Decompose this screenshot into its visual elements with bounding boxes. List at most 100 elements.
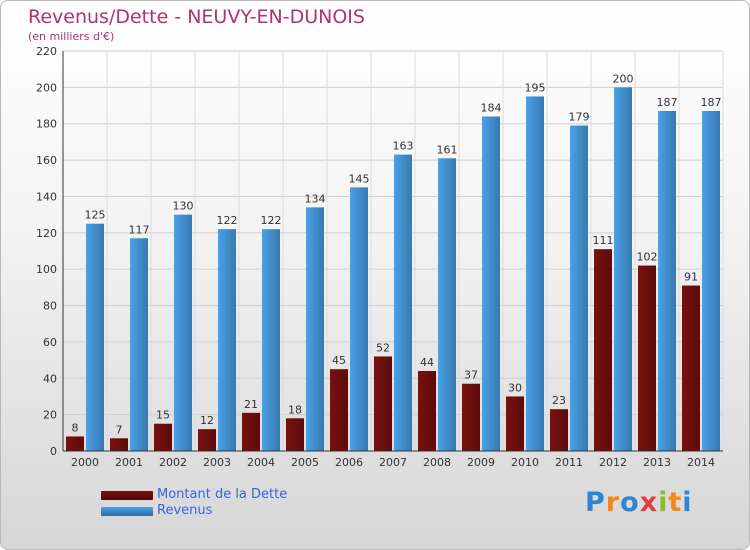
x-tick-label: 2008 (423, 456, 451, 469)
x-tick-label: 2014 (687, 456, 715, 469)
logo-letter: P (585, 487, 606, 518)
bar-revenue (614, 87, 632, 451)
y-tick-label: 140 (36, 190, 57, 203)
data-label-debt: 30 (508, 381, 522, 394)
x-tick-label: 2004 (247, 456, 275, 469)
bar-revenue (394, 154, 412, 452)
data-label-revenue: 187 (657, 96, 678, 109)
data-label-revenue: 122 (261, 214, 282, 227)
data-label-debt: 37 (464, 369, 478, 382)
data-label-debt: 21 (244, 398, 258, 411)
x-tick-label: 2011 (555, 456, 583, 469)
x-tick-label: 2009 (467, 456, 495, 469)
labels-layer: 0 20 40 60 80 100 120 140 160 180 200 220 8 125 2000 7 1… (36, 45, 722, 469)
bar-debt (110, 438, 128, 451)
bar-debt (330, 369, 348, 451)
y-tick-label: 180 (36, 118, 57, 131)
bar-revenue (306, 207, 324, 451)
bar-revenue (130, 238, 148, 451)
bar-debt (682, 285, 700, 451)
x-tick-label: 2002 (159, 456, 187, 469)
logo-letter: t (668, 487, 683, 518)
x-tick-label: 2000 (71, 456, 99, 469)
y-tick-label: 80 (43, 300, 57, 313)
logo-letter: o (620, 487, 640, 518)
legend-swatch-revenue (101, 507, 153, 516)
bar-revenue (262, 229, 280, 451)
data-label-debt: 7 (116, 423, 123, 436)
data-label-debt: 44 (420, 356, 434, 369)
data-label-revenue: 163 (393, 140, 414, 153)
axis-layer (62, 51, 723, 452)
logo-letter: r (605, 487, 621, 518)
y-tick-label: 120 (36, 227, 57, 240)
data-label-revenue: 125 (85, 209, 106, 222)
bar-revenue (438, 158, 456, 452)
data-label-debt: 8 (72, 421, 79, 434)
data-label-debt: 12 (200, 414, 214, 427)
data-label-revenue: 184 (481, 101, 502, 114)
legend-label-revenue: Revenus (157, 503, 213, 518)
logo-letter: x (639, 487, 659, 518)
bar-debt (506, 396, 524, 451)
legend-label-debt: Montant de la Dette (157, 487, 288, 502)
bar-debt (66, 436, 84, 451)
grid-layer (62, 50, 724, 452)
bar-debt (242, 412, 260, 451)
y-tick-label: 0 (50, 445, 57, 458)
bar-revenue (86, 223, 104, 451)
data-label-revenue: 187 (701, 96, 722, 109)
data-label-revenue: 130 (173, 200, 194, 213)
x-tick-label: 2012 (599, 456, 627, 469)
bar-revenue (570, 125, 588, 451)
x-tick-label: 2005 (291, 456, 319, 469)
bar-chart: 0 20 40 60 80 100 120 140 160 180 200 220 8 125 2000 7 1… (36, 45, 724, 469)
bar-revenue (658, 111, 676, 451)
y-tick-label: 60 (43, 336, 57, 349)
bar-debt (154, 423, 172, 451)
data-label-revenue: 117 (129, 223, 150, 236)
bar-debt (594, 249, 612, 451)
bar-debt (418, 371, 436, 451)
data-label-debt: 111 (593, 234, 614, 247)
data-label-revenue: 145 (349, 172, 370, 185)
bar-debt (374, 356, 392, 451)
x-tick-label: 2006 (335, 456, 363, 469)
data-label-debt: 18 (288, 403, 302, 416)
data-label-revenue: 195 (525, 81, 546, 94)
data-label-debt: 91 (684, 271, 698, 284)
y-tick-label: 20 (43, 409, 57, 422)
bar-debt (638, 265, 656, 451)
chart-subtitle: (en milliers d'€) (28, 30, 115, 43)
chart-title: Revenus/Dette - NEUVY-EN-DUNOIS (28, 6, 365, 28)
data-label-revenue: 200 (613, 72, 634, 85)
logo-letter: i (682, 487, 693, 518)
y-tick-label: 200 (36, 81, 57, 94)
data-label-debt: 23 (552, 394, 566, 407)
y-tick-label: 100 (36, 263, 57, 276)
y-tick-label: 160 (36, 154, 57, 167)
bar-revenue (350, 187, 368, 451)
x-tick-label: 2001 (115, 456, 143, 469)
bars-layer (66, 87, 720, 452)
y-tick-label: 40 (43, 372, 57, 385)
data-label-revenue: 161 (437, 143, 458, 156)
x-tick-label: 2007 (379, 456, 407, 469)
bar-debt (462, 383, 480, 451)
x-tick-label: 2003 (203, 456, 231, 469)
bar-revenue (702, 111, 720, 451)
bar-debt (198, 429, 216, 451)
data-label-debt: 15 (156, 409, 170, 422)
bar-revenue (218, 229, 236, 451)
x-tick-label: 2013 (643, 456, 671, 469)
data-label-debt: 52 (376, 341, 390, 354)
logo-letter: i (658, 487, 669, 518)
bar-debt (286, 418, 304, 451)
legend-swatch-debt (101, 491, 153, 500)
y-tick-label: 220 (36, 45, 57, 58)
x-tick-label: 2010 (511, 456, 539, 469)
data-label-revenue: 134 (305, 192, 326, 205)
data-label-revenue: 179 (569, 111, 590, 124)
bar-revenue (526, 96, 544, 452)
